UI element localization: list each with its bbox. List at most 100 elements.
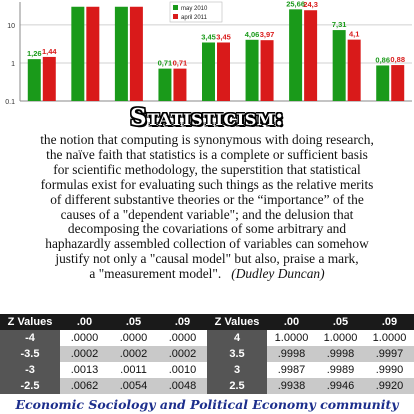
data-label: 7,31 <box>332 20 347 29</box>
bar <box>114 6 128 101</box>
bar <box>42 56 56 101</box>
author-credit: (Dudley Duncan) <box>231 266 325 282</box>
z-value-cell: .9920 <box>365 378 414 394</box>
z-key-cell: -3 <box>0 362 60 378</box>
z-value-cell: .0002 <box>109 346 158 362</box>
z-header-cell: .05 <box>109 314 158 330</box>
definition-line: the notion that computing is synonymous … <box>40 132 374 147</box>
z-value-table: Z Values .00 .05 .09 Z Values .00 .05 .0… <box>0 314 414 394</box>
z-value-cell: .0010 <box>158 362 207 378</box>
z-key-cell: -3.5 <box>0 346 60 362</box>
z-header-cell: .00 <box>60 314 109 330</box>
z-value-cell: .9998 <box>316 346 365 362</box>
z-value-cell: .9998 <box>267 346 316 362</box>
definition-last-line: a "measurement model". (Dudley Duncan) <box>6 266 408 282</box>
y-tick-label: 10 <box>7 23 15 30</box>
z-value-cell: .0002 <box>60 346 109 362</box>
bar <box>304 10 318 101</box>
definition-line: haphazardly assembled collection of vari… <box>45 236 369 252</box>
z-value-cell: .9989 <box>316 362 365 378</box>
data-label: 4,06 <box>245 30 260 39</box>
data-label: 3,97 <box>260 30 275 39</box>
bar <box>202 42 215 101</box>
z-value-cell: .0054 <box>109 378 158 394</box>
z-key-cell: -4 <box>0 330 60 346</box>
z-header-cell: .09 <box>158 314 207 330</box>
bar <box>245 39 259 101</box>
z-table-row: -3 .0013 .0011 .0010 3 .9987 .9989 .9990 <box>0 362 414 378</box>
definition-line: decomposing the covariations of some arb… <box>67 221 347 237</box>
z-value-cell: .0000 <box>109 330 158 346</box>
z-header-cell: Z Values <box>207 314 267 330</box>
z-value-cell: 1.0000 <box>365 330 414 346</box>
bar <box>347 39 361 101</box>
bar <box>376 65 390 101</box>
data-label: 25,66 <box>286 0 305 8</box>
definition-last-line-text: a "measurement model". <box>89 266 222 282</box>
data-label: 0,88 <box>390 55 405 64</box>
data-label: 1,26 <box>27 49 42 58</box>
bar <box>260 40 274 101</box>
definition-line: for scientific methodology, the supersti… <box>53 161 361 177</box>
definition-line: the naïve faith that statistics is a com… <box>46 146 368 162</box>
data-label: 3,45 <box>216 32 231 41</box>
z-header-cell: .09 <box>365 314 414 330</box>
definition-line: causes of a "dependent variable"; and th… <box>60 206 354 222</box>
legend-swatch <box>173 14 178 19</box>
z-key-cell: 4 <box>207 330 267 346</box>
bar <box>217 42 230 101</box>
definition-line: of different substantive theories or the… <box>50 191 364 207</box>
z-header-cell: .05 <box>316 314 365 330</box>
bar <box>86 6 100 101</box>
legend-label: may 2010 <box>181 6 208 12</box>
legend-box <box>169 1 223 23</box>
z-value-cell: .0000 <box>158 330 207 346</box>
bar <box>391 65 405 101</box>
data-label: 0,86 <box>375 55 390 64</box>
data-label: 24,3 <box>303 0 318 9</box>
bar <box>173 68 187 101</box>
y-tick-label: 1 <box>11 61 15 68</box>
definition-line: formulas exist for evaluating such thing… <box>40 176 374 192</box>
z-table-row: -4 .0000 .0000 .0000 4 1.0000 1.0000 1.0… <box>0 330 414 346</box>
z-value-cell: .0011 <box>109 362 158 378</box>
bar <box>27 59 41 101</box>
bar-chart-svg: 0.1 1 10 1,26 0,71 3,45 4,06 25,66 7,31 0,86 1,44 0… <box>5 0 412 104</box>
z-value-cell: .9997 <box>365 346 414 362</box>
y-tick-label: 0.1 <box>5 99 15 104</box>
z-key-cell: 2.5 <box>207 378 267 394</box>
z-value-cell: .9938 <box>267 378 316 394</box>
bar <box>332 30 346 102</box>
z-value-cell: .0062 <box>60 378 109 394</box>
data-label: 0,71 <box>158 59 173 68</box>
definition-line: justify not only a "causal model" but al… <box>55 251 359 267</box>
definition-text: the notion that computing is synonymous … <box>6 132 408 282</box>
z-key-cell: 3.5 <box>207 346 267 362</box>
z-table-header-row: Z Values .00 .05 .09 Z Values .00 .05 .0… <box>0 314 414 330</box>
headline: Statisticism: <box>130 104 284 131</box>
z-value-cell: .0048 <box>158 378 207 394</box>
bar <box>129 6 143 101</box>
z-value-cell: .0013 <box>60 362 109 378</box>
z-value-cell: .0002 <box>158 346 207 362</box>
z-value-cell: .9990 <box>365 362 414 378</box>
bar-chart: 0.1 1 10 1,26 0,71 3,45 4,06 25,66 7,31 0,86 1,44 0… <box>0 0 414 104</box>
data-label: 1,44 <box>42 47 57 56</box>
z-value-cell: .9987 <box>267 362 316 378</box>
z-value-cell: .0000 <box>60 330 109 346</box>
data-label: 4,1 <box>349 30 359 39</box>
footer-caption: Economic Sociology and Political Economy… <box>15 397 399 412</box>
z-key-cell: 3 <box>207 362 267 378</box>
data-label: 0,71 <box>173 59 188 68</box>
z-value-cell: .9946 <box>316 378 365 394</box>
legend-label: april 2011 <box>181 15 208 21</box>
z-header-cell: .00 <box>267 314 316 330</box>
bar <box>289 9 303 101</box>
z-value-cell: 1.0000 <box>267 330 316 346</box>
legend-swatch <box>173 5 178 10</box>
z-value-cell: 1.0000 <box>316 330 365 346</box>
bar <box>71 6 85 101</box>
z-table-row: -2.5 .0062 .0054 .0048 2.5 .9938 .9946 .… <box>0 378 414 394</box>
z-key-cell: -2.5 <box>0 378 60 394</box>
z-header-cell: Z Values <box>0 314 60 330</box>
